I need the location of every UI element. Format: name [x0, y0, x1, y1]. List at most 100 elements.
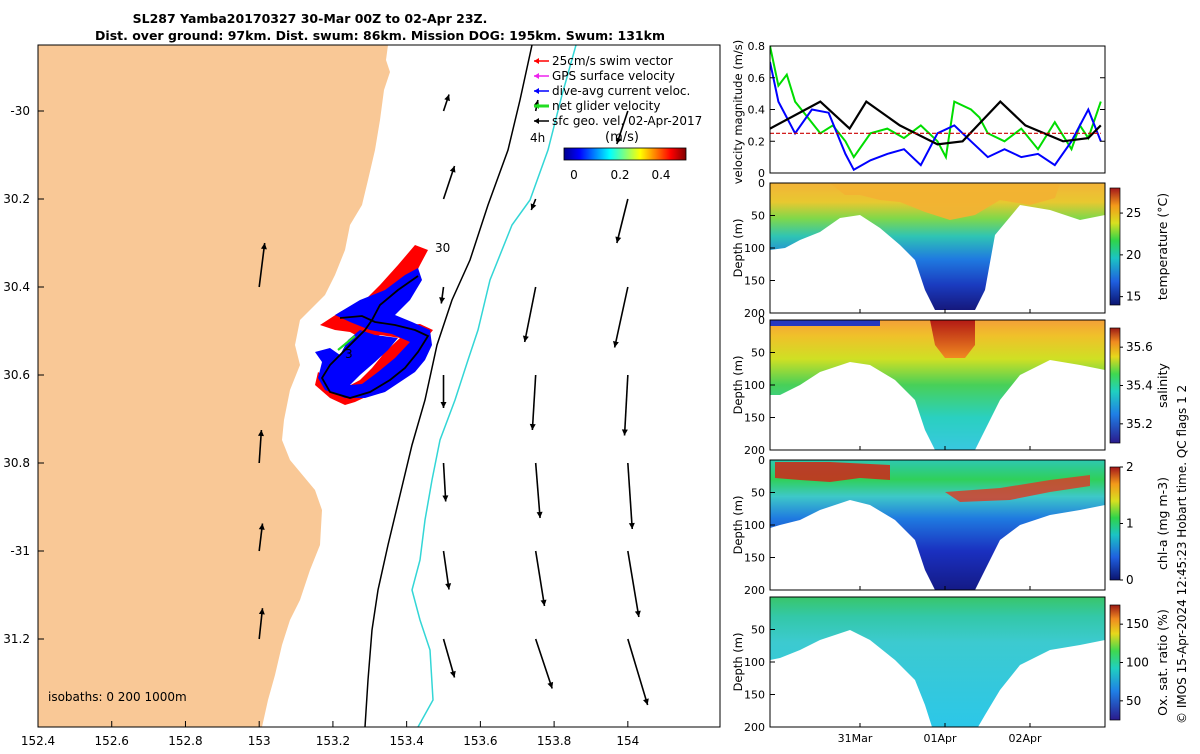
map-panel: 30 3 4h 152.4 152.6 152.8 153 153.2 153.4 153.… [3, 44, 721, 748]
colorbar-tick-label: 35.6 [1126, 340, 1153, 354]
salinity-colorbar [1109, 327, 1121, 444]
section-ylabel: Depth (m) [731, 219, 745, 278]
isobath-200m [364, 45, 533, 727]
section-xtick-label: 02Apr [1008, 732, 1042, 745]
section-ytick-label: 50 [751, 347, 765, 360]
colorbar-tick-label: 35.2 [1126, 417, 1153, 431]
colorbar-label: chl-a (mg m-3) [1155, 477, 1170, 570]
section-ylabel: Depth (m) [731, 633, 745, 692]
geo-vector-arrow [623, 374, 629, 436]
oxygen-panel [769, 596, 1121, 728]
section-ytick-label: 150 [744, 552, 765, 565]
geo-vector-arrowhead [615, 236, 622, 243]
geo-vector-arrowhead [257, 430, 264, 437]
map-xtick-label: 153.8 [537, 734, 571, 748]
map-ytick-label: 30.6 [3, 368, 30, 382]
legend-swatch-head [534, 58, 539, 64]
velocity-tick-labels: 0 0.2 0.4 0.6 0.8 [748, 40, 1105, 180]
geo-vector-arrow [616, 198, 629, 244]
map-ytick-label: -31 [10, 544, 30, 558]
legend-swatch-head [534, 118, 539, 124]
geo-vector-arrowhead [529, 423, 536, 430]
colorbar-tick-label: 100 [1126, 656, 1149, 670]
section-xtick-label: 01Apr [923, 732, 957, 745]
velocity-series-line [770, 61, 1102, 172]
map-xtick-label: 152.8 [168, 734, 202, 748]
section-ylabel: Depth (m) [731, 496, 745, 555]
colorbar-tick-label: 35.4 [1126, 379, 1153, 393]
map-colorbar-bar [563, 147, 687, 161]
geo-vector-arrow [442, 550, 450, 590]
colorbar-tick-label: 15 [1126, 290, 1141, 304]
chlorophyll-colorbar [1109, 466, 1121, 581]
colorbar-tick-label: 20 [1126, 248, 1141, 262]
map-xtick-label: 153.2 [316, 734, 350, 748]
legend-entry-label: dive-avg current veloc. [552, 84, 690, 98]
velocity-magnitude-panel: 0 0.2 0.4 0.6 0.8 velocity magnitude (m/s) [731, 40, 1106, 185]
velocity-ylabel: velocity magnitude (m/s) [731, 40, 745, 185]
geo-vector-arrow [627, 638, 649, 706]
map-colorbar-title: (m/s) [605, 130, 639, 145]
legend-entry-label: 25cm/s swim vector [552, 54, 673, 68]
isobath-label: isobaths: 0 200 1000m [48, 690, 187, 704]
map-xtick-label: 152.4 [21, 734, 55, 748]
section-ytick-label: 50 [751, 624, 765, 637]
geostrophic-vectors [257, 94, 649, 706]
section-ytick-label: 200 [744, 444, 765, 457]
colorbar-tick-label: 50 [1126, 694, 1141, 708]
colorbar-tick-label: 150 [1126, 617, 1149, 631]
geo-vector-arrow [258, 242, 266, 288]
temperature-colorbar [1109, 187, 1121, 306]
chlorophyll-max-layer [775, 462, 890, 482]
velocity-ytick-label: 0 [758, 167, 765, 180]
salinity-fill [770, 320, 1105, 450]
legend-entry-label: net glider velocity [552, 99, 660, 113]
geo-vector-arrowhead [547, 681, 554, 689]
geo-vector-arrowhead [258, 523, 265, 530]
geo-vector-arrowhead [643, 698, 649, 705]
dive-avg-swath [315, 268, 432, 398]
geo-vector-arrowhead [449, 166, 456, 173]
geo-vector-arrowhead [536, 511, 543, 518]
map-axes-frame [37, 44, 721, 728]
salinity-core [930, 320, 975, 358]
copyright-note: © IMOS 15-Apr-2024 12:45:23 Hobart time.… [1175, 385, 1189, 724]
legend-swatch-head [534, 88, 539, 94]
geo-vector-arrowhead [260, 243, 267, 250]
section-ytick-label: 150 [744, 412, 765, 425]
temperature-warm-layer [830, 183, 1060, 220]
section-xtick-label: 31Mar [838, 732, 873, 745]
salinity-surface-strip [770, 320, 880, 326]
map-colorbar-tick-1: 0.2 [610, 168, 629, 182]
colorbar-label: salinity [1155, 362, 1170, 407]
colorbar-label: temperature (°C) [1155, 193, 1170, 300]
section-ytick-label: 0 [758, 177, 765, 190]
geo-vector-arrow [627, 550, 640, 618]
geo-vector-arrowhead [258, 608, 265, 615]
geo-vector-arrowhead [442, 495, 449, 502]
chlorophyll-deep-layer [945, 475, 1090, 502]
geo-vector-arrow [531, 374, 537, 431]
map-colorbar: (m/s) 0 0.2 0.4 [563, 130, 687, 182]
section-ytick-label: 50 [751, 487, 765, 500]
map-xtick-label: 152.6 [95, 734, 129, 748]
geo-vector-arrow [534, 462, 541, 519]
geo-vector-arrowhead [621, 429, 628, 436]
map-xtick-label: 153.4 [389, 734, 423, 748]
geo-vector-arrowhead [439, 297, 446, 304]
map-xtick-label: 153 [248, 734, 271, 748]
glider-track-line [320, 275, 430, 399]
velocity-ytick-label: 0.4 [748, 104, 766, 117]
temperature-fill [770, 183, 1105, 310]
geo-vector-arrowhead [628, 522, 635, 529]
map-colorbar-tick-2: 0.4 [651, 168, 670, 182]
map-ytick-label: 30.2 [3, 192, 30, 206]
section-ytick-label: 0 [758, 454, 765, 467]
map-xtick-label: 154 [616, 734, 639, 748]
velocity-series-line [770, 46, 1102, 161]
section-ytick-label: 100 [744, 379, 765, 392]
geo-vector-arrowhead [612, 340, 619, 348]
section-ytick-label: 100 [744, 656, 765, 669]
section-ytick-label: 100 [744, 242, 765, 255]
